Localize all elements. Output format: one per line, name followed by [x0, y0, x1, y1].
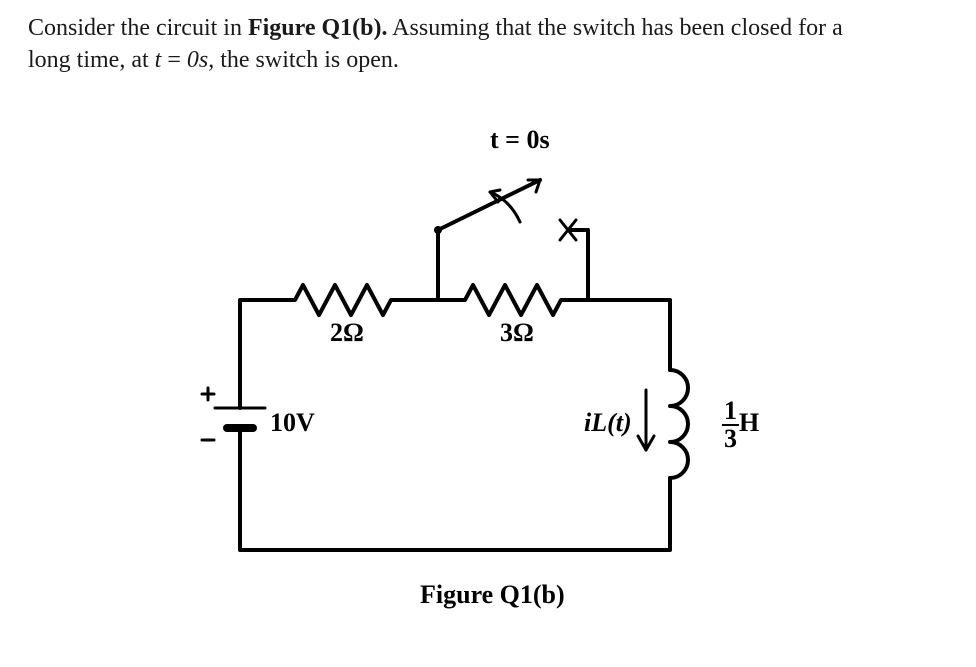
- fraction: 1 3: [722, 398, 739, 452]
- prompt-text: Assuming that the switch has been closed…: [388, 15, 843, 41]
- prompt-text: , the switch is open.: [208, 47, 399, 73]
- inductor-current-label: iL(t): [584, 408, 632, 438]
- inductor-unit: H: [739, 408, 759, 437]
- resistor-r1: [280, 285, 405, 315]
- circuit-svg: [170, 120, 830, 620]
- inductor-value-label: 1 3 H: [722, 398, 759, 452]
- prompt-text: =: [161, 47, 187, 73]
- val-0s: 0s: [187, 47, 208, 73]
- wire-bottom: [240, 448, 670, 550]
- fraction-numerator: 1: [722, 398, 739, 426]
- question-prompt: Consider the circuit in Figure Q1(b). As…: [28, 12, 948, 77]
- fraction-denominator: 3: [722, 426, 739, 452]
- resistor-r2: [450, 285, 575, 315]
- figure-ref: Figure Q1(b).: [248, 15, 388, 41]
- circuit-diagram: t = 0s 2Ω 3Ω 10V iL(t) 1 3 H Figure Q1(b…: [170, 120, 830, 620]
- inductor: [670, 370, 688, 478]
- resistor-r1-label: 2Ω: [330, 318, 364, 348]
- resistor-r2-label: 3Ω: [500, 318, 534, 348]
- switch-time-label: t = 0s: [490, 125, 550, 155]
- wire: [240, 300, 280, 390]
- wire: [575, 300, 670, 370]
- source-voltage-label: 10V: [270, 408, 315, 438]
- prompt-text: long time, at: [28, 47, 155, 73]
- page: Consider the circuit in Figure Q1(b). As…: [0, 0, 976, 667]
- figure-caption: Figure Q1(b): [420, 580, 565, 610]
- prompt-text: Consider the circuit in: [28, 15, 248, 41]
- switch-hinge: [434, 226, 442, 234]
- switch-arm: [438, 180, 540, 230]
- plus-icon: [202, 388, 214, 400]
